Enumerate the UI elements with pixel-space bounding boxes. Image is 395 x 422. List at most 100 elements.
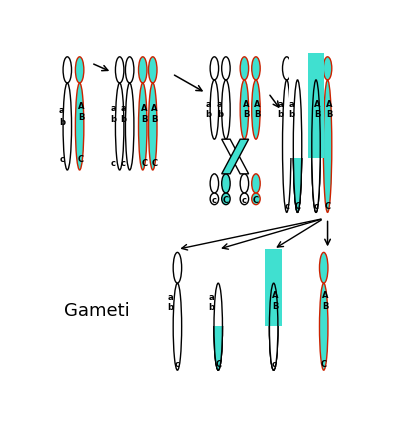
Text: B: B (314, 110, 321, 119)
Text: b: b (167, 303, 173, 312)
Ellipse shape (252, 57, 260, 80)
Text: a: a (59, 106, 65, 115)
Ellipse shape (222, 80, 230, 139)
Ellipse shape (240, 174, 248, 193)
Ellipse shape (252, 193, 260, 205)
Polygon shape (222, 139, 248, 174)
Ellipse shape (312, 80, 320, 212)
Text: C: C (151, 159, 157, 168)
Ellipse shape (126, 57, 134, 83)
Text: b: b (278, 110, 284, 119)
Ellipse shape (312, 80, 320, 212)
Ellipse shape (222, 57, 230, 80)
Ellipse shape (312, 57, 320, 80)
Text: a: a (205, 100, 211, 109)
Bar (308, 53, 324, 158)
Ellipse shape (293, 80, 302, 212)
Ellipse shape (214, 283, 222, 370)
Text: C: C (253, 196, 259, 205)
Text: A: A (322, 291, 329, 300)
Ellipse shape (293, 80, 302, 212)
Bar (210, 249, 227, 326)
Text: c: c (212, 196, 217, 205)
Ellipse shape (214, 283, 222, 370)
Ellipse shape (214, 252, 222, 283)
Ellipse shape (324, 57, 332, 80)
Ellipse shape (269, 283, 278, 370)
Polygon shape (222, 139, 248, 174)
Text: a: a (209, 292, 214, 302)
Text: b: b (120, 115, 126, 124)
Text: A: A (326, 100, 332, 109)
Ellipse shape (282, 80, 291, 212)
Text: A: A (141, 104, 148, 113)
Text: C: C (321, 360, 327, 369)
Text: c: c (242, 196, 247, 205)
Text: A: A (254, 100, 261, 109)
Ellipse shape (75, 57, 84, 83)
Ellipse shape (115, 57, 124, 83)
Ellipse shape (222, 193, 230, 205)
Text: b: b (59, 118, 65, 127)
Text: C: C (325, 203, 331, 211)
Text: C: C (141, 159, 147, 168)
Ellipse shape (240, 57, 248, 80)
Ellipse shape (320, 252, 328, 283)
Ellipse shape (252, 80, 260, 139)
Ellipse shape (214, 283, 222, 370)
Text: B: B (322, 302, 328, 311)
Text: B: B (151, 115, 158, 124)
Ellipse shape (63, 57, 71, 83)
Ellipse shape (293, 80, 302, 212)
Bar (289, 53, 306, 158)
Ellipse shape (282, 57, 291, 80)
Ellipse shape (139, 83, 147, 170)
Text: A: A (272, 291, 278, 300)
Text: B: B (141, 115, 147, 124)
Text: a: a (289, 100, 294, 109)
Ellipse shape (210, 57, 218, 80)
Text: C: C (78, 155, 84, 165)
Text: a: a (167, 292, 173, 302)
Ellipse shape (149, 57, 157, 83)
Text: a: a (278, 100, 283, 109)
Ellipse shape (210, 193, 218, 205)
Text: A: A (314, 100, 321, 109)
Text: a: a (121, 104, 126, 113)
Text: B: B (326, 110, 332, 119)
Text: c: c (111, 159, 116, 168)
Ellipse shape (269, 252, 278, 283)
Ellipse shape (293, 57, 302, 80)
Text: C: C (215, 360, 221, 369)
Ellipse shape (139, 57, 147, 83)
Ellipse shape (214, 252, 222, 283)
Ellipse shape (63, 83, 71, 170)
Text: b: b (288, 110, 294, 119)
Ellipse shape (240, 80, 248, 139)
Ellipse shape (115, 83, 124, 170)
Text: b: b (205, 110, 211, 119)
Text: C: C (223, 196, 229, 205)
Text: b: b (217, 110, 223, 119)
Text: A: A (78, 102, 85, 111)
Text: B: B (254, 110, 261, 119)
Ellipse shape (173, 283, 182, 370)
Text: a: a (217, 100, 222, 109)
Text: B: B (272, 302, 278, 311)
Text: c: c (314, 203, 318, 211)
Ellipse shape (240, 193, 248, 205)
Ellipse shape (222, 174, 230, 193)
Text: a: a (111, 104, 116, 113)
Text: c: c (59, 155, 64, 165)
Text: c: c (271, 360, 276, 369)
Text: C: C (294, 203, 301, 211)
Ellipse shape (269, 283, 278, 370)
Ellipse shape (75, 83, 84, 170)
Text: Gameti: Gameti (64, 302, 130, 320)
Text: B: B (243, 110, 249, 119)
Text: A: A (243, 100, 249, 109)
Ellipse shape (312, 57, 320, 80)
Ellipse shape (293, 57, 302, 80)
Text: b: b (208, 303, 214, 312)
Text: c: c (175, 360, 180, 369)
